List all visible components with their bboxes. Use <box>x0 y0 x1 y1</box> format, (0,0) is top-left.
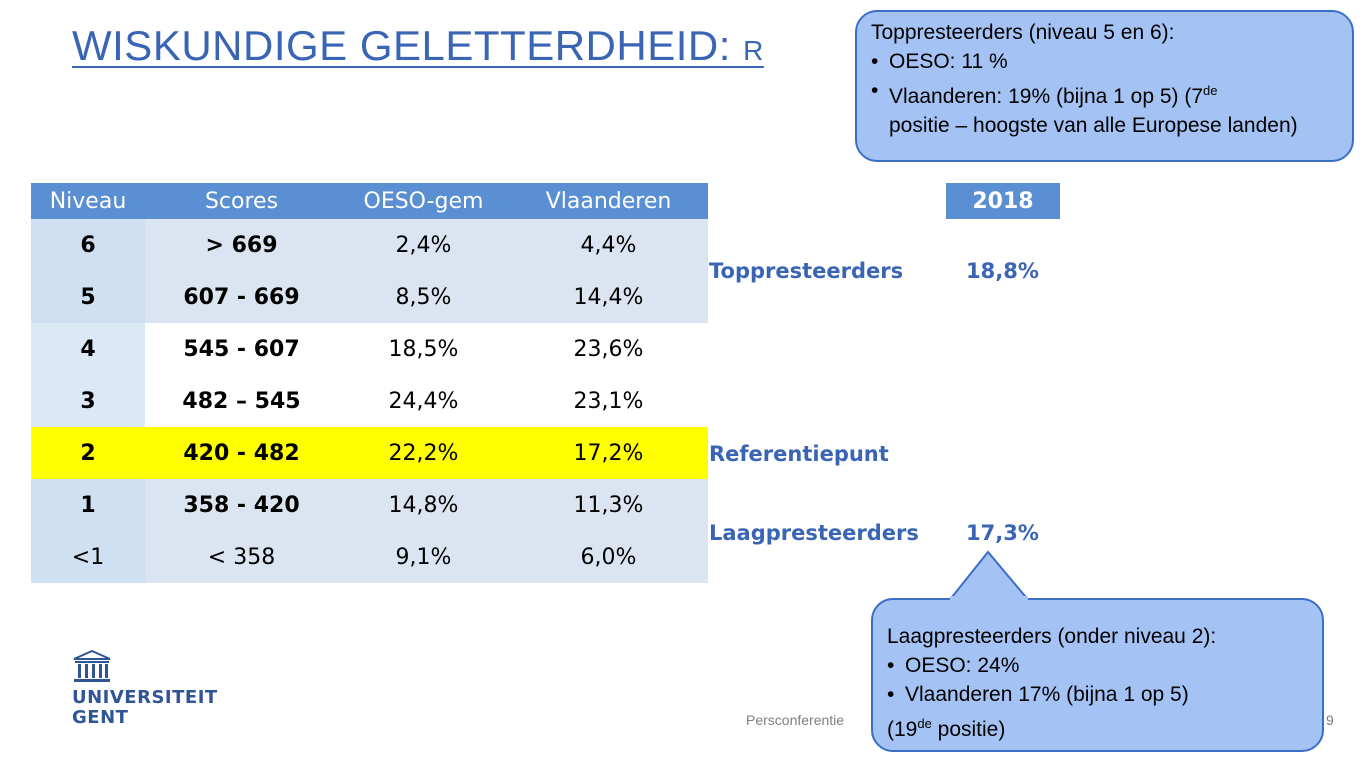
cell-scores: > 669 <box>145 219 338 271</box>
header-vlaanderen: Vlaanderen <box>509 183 708 219</box>
callout-top-list: OESO: 11 % Vlaanderen: 19% (bijna 1 op 5… <box>871 47 1338 140</box>
cell-oeso: 18,5% <box>338 323 509 375</box>
callout-bottom-list: OESO: 24% Vlaanderen 17% (bijna 1 op 5) <box>887 651 1310 709</box>
callout-bottom-item-oeso: OESO: 24% <box>887 651 1310 680</box>
callout-toppresteerders: Toppresteerders (niveau 5 en 6): OESO: 1… <box>855 10 1354 162</box>
cell-niveau: 4 <box>31 323 145 375</box>
cell-vlaanderen: 11,3% <box>509 479 708 531</box>
cell-niveau: 2 <box>31 427 145 479</box>
year-header: 2018 <box>946 183 1060 219</box>
callout-top-item-vlaanderen: Vlaanderen: 19% (bijna 1 op 5) (7de posit… <box>871 76 1338 140</box>
callout-top-item2-b: positie – hoogste van alle Europese land… <box>889 114 1298 137</box>
cell-vlaanderen: 14,4% <box>509 271 708 323</box>
header-scores: Scores <box>145 183 338 219</box>
header-niveau: Niveau <box>31 183 145 219</box>
callout-top-item2-sup: de <box>1203 83 1218 98</box>
cell-scores: < 358 <box>145 531 338 583</box>
cell-niveau: 6 <box>31 219 145 271</box>
table-row-highlight: 2 420 - 482 22,2% 17,2% <box>31 427 708 479</box>
header-oeso: OESO-gem <box>338 183 509 219</box>
cell-scores: 358 - 420 <box>145 479 338 531</box>
laagpresteerders-label: Laagpresteerders <box>709 521 919 545</box>
title-rest: R <box>743 35 764 66</box>
callout-bottom-item2-sup: de <box>917 716 932 731</box>
callout-top-item2-a: Vlaanderen: 19% (bijna 1 op 5) (7 <box>889 85 1204 108</box>
toppresteerders-value: 18,8% <box>966 259 1039 283</box>
university-logo: UNIVERSITEIT GENT <box>72 649 218 728</box>
table-header-row: Niveau Scores OESO-gem Vlaanderen <box>31 183 708 219</box>
toppresteerders-label: Toppresteerders <box>709 259 904 283</box>
callout-bottom-item2-b: (19 <box>887 718 918 741</box>
cell-niveau: 1 <box>31 479 145 531</box>
cell-oeso: 24,4% <box>338 375 509 427</box>
cell-vlaanderen: 4,4% <box>509 219 708 271</box>
table-row: 6 > 669 2,4% 4,4% <box>31 219 708 271</box>
referentiepunt-label: Referentiepunt <box>709 442 889 466</box>
logo-line2: GENT <box>72 707 129 728</box>
cell-vlaanderen: 6,0% <box>509 531 708 583</box>
cell-oeso: 9,1% <box>338 531 509 583</box>
cell-niveau: 3 <box>31 375 145 427</box>
cell-oeso: 8,5% <box>338 271 509 323</box>
cell-oeso: 14,8% <box>338 479 509 531</box>
cell-vlaanderen: 17,2% <box>509 427 708 479</box>
levels-table: Niveau Scores OESO-gem Vlaanderen 6 > 66… <box>31 183 708 583</box>
table-row: 1 358 - 420 14,8% 11,3% <box>31 479 708 531</box>
cell-scores: 607 - 669 <box>145 271 338 323</box>
cell-oeso: 22,2% <box>338 427 509 479</box>
title-main: WISKUNDIGE GELETTERDHEID: <box>72 22 744 69</box>
table-row: 3 482 – 545 24,4% 23,1% <box>31 375 708 427</box>
callout-top-item-oeso: OESO: 11 % <box>871 47 1338 76</box>
cell-scores: 482 – 545 <box>145 375 338 427</box>
callout-top-heading: Toppresteerders (niveau 5 en 6): <box>871 21 1175 44</box>
callout-bottom-position: (19de positie) <box>887 709 1310 744</box>
cell-scores: 545 - 607 <box>145 323 338 375</box>
table-row: <1 < 358 9,1% 6,0% <box>31 531 708 583</box>
callout-bottom-heading: Laagpresteerders (onder niveau 2): <box>887 625 1217 648</box>
callout-bottom-item2-c: positie) <box>931 718 1006 741</box>
cell-scores: 420 - 482 <box>145 427 338 479</box>
footer-text: Persconferentie <box>746 712 845 728</box>
laagpresteerders-value: 17,3% <box>966 521 1039 545</box>
logo-line1: UNIVERSITEIT <box>72 687 218 708</box>
cell-niveau: <1 <box>31 531 145 583</box>
cell-vlaanderen: 23,1% <box>509 375 708 427</box>
building-icon <box>73 649 111 682</box>
page-number: 9 <box>1326 712 1334 728</box>
cell-oeso: 2,4% <box>338 219 509 271</box>
cell-niveau: 5 <box>31 271 145 323</box>
callout-laagpresteerders: Laagpresteerders (onder niveau 2): OESO:… <box>871 598 1324 752</box>
callout-bottom-item-vlaanderen: Vlaanderen 17% (bijna 1 op 5) <box>887 680 1310 709</box>
cell-vlaanderen: 23,6% <box>509 323 708 375</box>
callout-pointer-seam <box>950 596 1028 602</box>
table-row: 4 545 - 607 18,5% 23,6% <box>31 323 708 375</box>
page-title: WISKUNDIGE GELETTERDHEID: R <box>72 22 764 70</box>
table-row: 5 607 - 669 8,5% 14,4% <box>31 271 708 323</box>
